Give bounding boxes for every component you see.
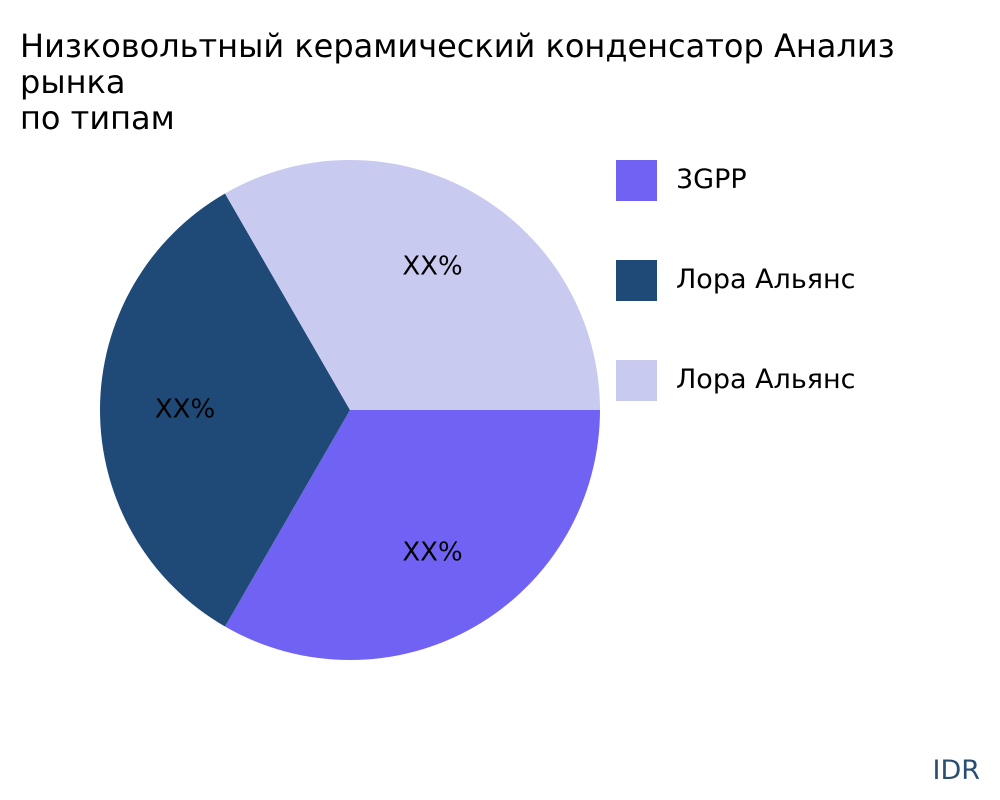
pie-slice-labels: XX% XX% XX% xyxy=(155,252,463,568)
pie-slice xyxy=(225,410,600,660)
pie-slice-label: XX% xyxy=(402,252,462,282)
legend-swatch xyxy=(616,360,657,401)
legend-label: Лора Альянс xyxy=(676,264,856,295)
legend-swatch xyxy=(616,160,657,201)
legend-label: Лора Альянс xyxy=(676,364,856,395)
pie-slices xyxy=(100,160,600,660)
pie-slice-label: XX% xyxy=(155,395,215,425)
watermark-logo: IDR xyxy=(932,755,980,786)
pie-slice xyxy=(225,160,600,410)
legend-swatch xyxy=(616,260,657,301)
pie-slice-label: XX% xyxy=(402,537,462,567)
chart-title: Низковольтный керамический конденсатор А… xyxy=(20,28,895,136)
legend-label: 3GPP xyxy=(676,164,747,195)
